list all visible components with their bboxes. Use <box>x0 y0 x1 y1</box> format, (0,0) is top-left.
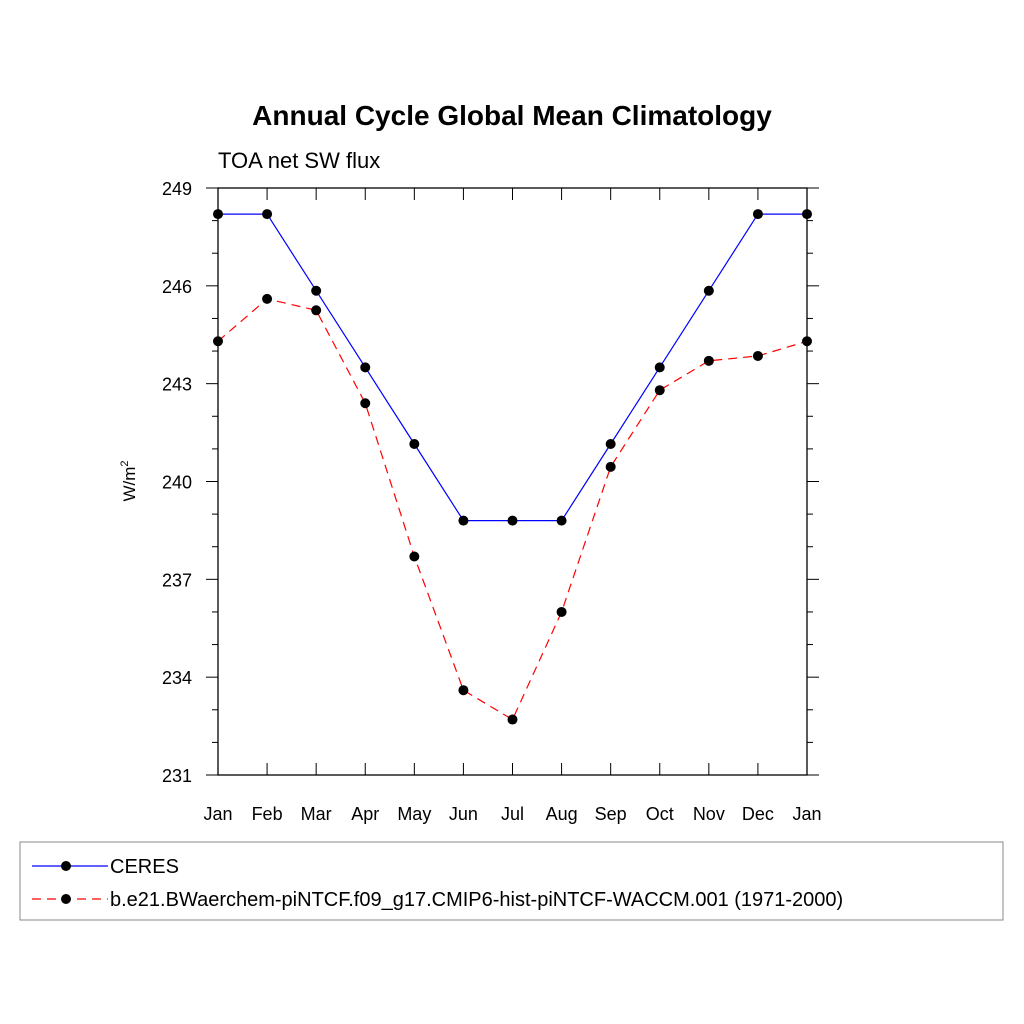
y-tick-label: 243 <box>162 375 192 395</box>
y-tick-label: 249 <box>162 179 192 199</box>
y-axis-label-text: W/m <box>120 467 139 502</box>
data-point-ceres <box>556 515 567 526</box>
x-tick-label: Oct <box>646 804 674 824</box>
y-axis-label: W/m2 <box>119 460 139 501</box>
data-point-model <box>458 685 469 696</box>
chart-subtitle: TOA net SW flux <box>218 148 380 173</box>
legend-box <box>19 841 1004 921</box>
y-tick-label: 231 <box>162 766 192 786</box>
data-point-ceres <box>311 285 322 296</box>
data-point-model <box>703 355 714 366</box>
legend: CERES b.e21.BWaerchem-piNTCF.f09_g17.CMIP… <box>19 841 1004 921</box>
data-point-model <box>605 461 616 472</box>
x-tick-label: Nov <box>693 804 725 824</box>
x-tick-label: Feb <box>252 804 283 824</box>
legend-label: CERES <box>110 856 179 878</box>
x-tick-label: Jan <box>792 804 821 824</box>
data-point-ceres <box>458 515 469 526</box>
legend-label: b.e21.BWaerchem-piNTCF.f09_g17.CMIP6-his… <box>110 889 843 911</box>
plot-layer: Jan Feb Mar Apr May Jun Jul Aug Sep Oct Nov Dec Jan 2… <box>162 179 822 824</box>
chart-title: Annual Cycle Global Mean Climatology <box>252 100 772 131</box>
data-point-model <box>654 385 665 396</box>
data-point-ceres <box>752 209 763 220</box>
legend-marker <box>61 894 71 904</box>
data-point-model <box>556 606 567 617</box>
series-line-model <box>217 298 808 721</box>
x-tick-label: May <box>397 804 431 824</box>
plot-frame <box>217 187 808 776</box>
data-point-model <box>752 350 763 361</box>
data-point-ceres <box>654 362 665 373</box>
legend-marker <box>61 861 71 871</box>
y-tick-label: 246 <box>162 277 192 297</box>
x-tick-label: Sep <box>595 804 627 824</box>
y-tick-label: 237 <box>162 570 192 590</box>
data-point-ceres <box>605 438 616 449</box>
x-tick-label: Dec <box>742 804 774 824</box>
data-point-model <box>311 305 322 316</box>
data-point-ceres <box>703 285 714 296</box>
x-tick-label: Jul <box>501 804 524 824</box>
y-tick-label: 240 <box>162 473 192 493</box>
data-point-ceres <box>262 209 273 220</box>
x-tick-label: Apr <box>351 804 379 824</box>
data-point-ceres <box>507 515 518 526</box>
data-point-model <box>262 293 273 304</box>
data-point-ceres <box>360 362 371 373</box>
data-point-model <box>360 398 371 409</box>
y-tick-label: 234 <box>162 668 192 688</box>
data-point-model <box>507 714 518 725</box>
x-tick-label: Mar <box>301 804 332 824</box>
y-axis-label-superscript: 2 <box>119 460 131 466</box>
data-point-ceres <box>409 438 420 449</box>
series-line-ceres <box>218 213 807 522</box>
x-tick-label: Jun <box>449 804 478 824</box>
data-point-model <box>409 551 420 562</box>
x-tick-label: Jan <box>203 804 232 824</box>
x-tick-label: Aug <box>546 804 578 824</box>
